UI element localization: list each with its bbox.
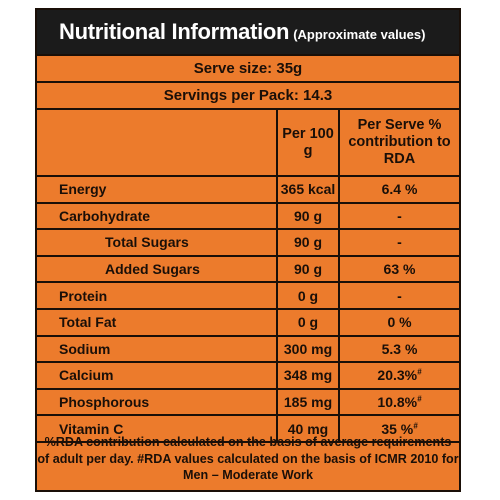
- nutrition-table: Per 100 g Per Serve % contribution to RD…: [37, 110, 459, 443]
- nutrient-rda: -: [338, 201, 459, 231]
- nutrient-per-100g: 348 mg: [276, 361, 340, 390]
- table-row: Total Sugars 90 g -: [37, 228, 459, 257]
- label-subtitle: (Approximate values): [293, 26, 426, 42]
- rda-mark: #: [417, 394, 422, 404]
- nutrient-per-100g: 0 g: [276, 281, 340, 310]
- rda-value: 35 %: [381, 420, 414, 437]
- rda-value: 10.8%: [377, 394, 418, 411]
- nutrient-rda: 5.3 %: [338, 334, 459, 364]
- nutrient-rda: 20.3%#: [338, 361, 459, 390]
- servings-per-pack-text: Servings per Pack: 14.3: [163, 87, 333, 104]
- nutrient-per-100g: 90 g: [276, 228, 340, 257]
- table-header-row: Per 100 g Per Serve % contribution to RD…: [37, 110, 459, 177]
- table-row: Total Fat 0 g 0 %: [37, 307, 459, 337]
- nutrient-name: Added Sugars: [37, 254, 278, 284]
- table-row: Vitamin C 40 mg 35 %#: [37, 414, 459, 443]
- serve-size-row: Serve size: 35g: [37, 56, 459, 83]
- nutrient-rda: 10.8%#: [338, 387, 459, 417]
- label-title: Nutritional Information: [59, 19, 290, 44]
- rda-value: -: [397, 207, 402, 224]
- nutrient-name: Total Sugars: [37, 228, 278, 257]
- servings-per-pack-row: Servings per Pack: 14.3: [37, 83, 459, 110]
- nutrient-rda: 0 %: [338, 307, 459, 337]
- rda-value: 0 %: [387, 314, 412, 331]
- nutrient-name: Sodium: [37, 334, 278, 364]
- rda-value: 6.4 %: [381, 181, 418, 198]
- nutrient-name: Vitamin C: [37, 414, 278, 443]
- nutrient-per-100g: 90 g: [276, 201, 340, 231]
- table-row: Protein 0 g -: [37, 281, 459, 310]
- nutrient-per-100g: 90 g: [276, 254, 340, 284]
- rda-value: 20.3%: [377, 367, 418, 384]
- nutrient-rda: -: [338, 228, 459, 257]
- title-bar: Nutritional Information (Approximate val…: [37, 10, 459, 56]
- rda-value: 63 %: [383, 261, 416, 278]
- nutrient-name: Phosphorous: [37, 387, 278, 417]
- table-row: Sodium 300 mg 5.3 %: [37, 334, 459, 364]
- rda-value: 5.3 %: [381, 340, 418, 357]
- table-row: Added Sugars 90 g 63 %: [37, 254, 459, 284]
- table-row: Phosphorous 185 mg 10.8%#: [37, 387, 459, 417]
- serve-size-text: Serve size: 35g: [193, 60, 303, 77]
- nutrient-name: Protein: [37, 281, 278, 310]
- rda-mark: #: [417, 367, 422, 377]
- rda-value: -: [397, 287, 402, 304]
- rda-value: -: [397, 234, 402, 251]
- nutrient-name: Total Fat: [37, 307, 278, 337]
- nutrient-name: Energy: [37, 175, 278, 204]
- header-per-100g: Per 100 g: [276, 110, 340, 177]
- nutrient-rda: 6.4 %: [338, 175, 459, 204]
- table-row: Energy 365 kcal 6.4 %: [37, 175, 459, 204]
- rda-footnote: %RDA contribution calculated on the basi…: [37, 435, 459, 482]
- nutrient-rda: 63 %: [338, 254, 459, 284]
- nutrient-per-100g: 0 g: [276, 307, 340, 337]
- nutrient-per-100g: 40 mg: [276, 414, 340, 443]
- nutrient-rda: -: [338, 281, 459, 310]
- nutrition-label-panel: Nutritional Information (Approximate val…: [35, 8, 461, 492]
- rda-mark: #: [413, 420, 418, 430]
- nutrient-per-100g: 300 mg: [276, 334, 340, 364]
- nutrient-per-100g: 365 kcal: [276, 175, 340, 204]
- table-row: Calcium 348 mg 20.3%#: [37, 361, 459, 390]
- nutrient-name: Carbohydrate: [37, 201, 278, 231]
- nutrient-per-100g: 185 mg: [276, 387, 340, 417]
- nutrient-rda: 35 %#: [338, 414, 459, 443]
- table-row: Carbohydrate 90 g -: [37, 201, 459, 231]
- header-per-serve-rda: Per Serve % contribution to RDA: [338, 110, 459, 177]
- header-nutrient-cell: [37, 110, 278, 177]
- nutrient-name: Calcium: [37, 361, 278, 390]
